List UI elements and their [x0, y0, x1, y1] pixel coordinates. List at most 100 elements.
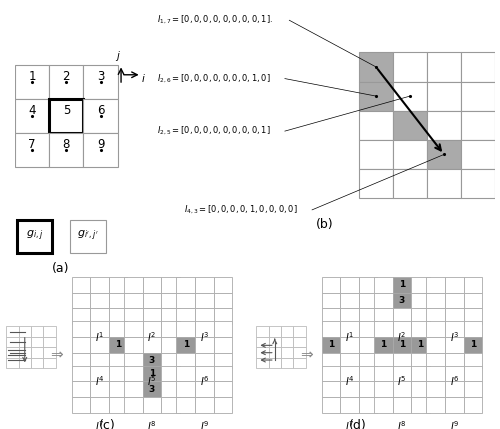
- Bar: [427, 169, 461, 198]
- Text: $I^3$: $I^3$: [450, 330, 459, 344]
- Bar: [256, 347, 268, 358]
- Text: $I^6$: $I^6$: [200, 375, 209, 388]
- Bar: [461, 111, 495, 140]
- Text: 1: 1: [328, 340, 334, 349]
- Bar: [72, 277, 90, 293]
- Text: $I^2$: $I^2$: [398, 330, 406, 344]
- Bar: [214, 321, 232, 337]
- Bar: [90, 366, 109, 381]
- Bar: [359, 82, 393, 111]
- Text: $g_{i',j'}$: $g_{i',j'}$: [78, 229, 99, 243]
- Bar: [195, 353, 214, 369]
- Bar: [90, 381, 109, 397]
- Bar: [461, 82, 495, 111]
- Bar: [109, 397, 128, 413]
- Bar: [44, 337, 56, 347]
- Bar: [90, 321, 109, 337]
- Text: 3: 3: [149, 385, 155, 394]
- Bar: [322, 353, 340, 369]
- Bar: [124, 308, 142, 324]
- Text: $I^7$: $I^7$: [95, 419, 104, 429]
- Bar: [214, 277, 232, 293]
- Bar: [268, 358, 281, 369]
- Bar: [359, 337, 378, 353]
- Bar: [374, 337, 392, 353]
- Bar: [426, 337, 445, 353]
- Bar: [393, 140, 427, 169]
- Bar: [90, 277, 109, 293]
- Bar: [70, 220, 106, 253]
- Text: $I^6$: $I^6$: [450, 375, 459, 388]
- Text: $I^7$: $I^7$: [345, 419, 354, 429]
- Text: $I^8$: $I^8$: [147, 419, 156, 429]
- Bar: [281, 337, 293, 347]
- Bar: [72, 337, 90, 353]
- Text: 6: 6: [97, 104, 104, 117]
- Bar: [340, 321, 359, 337]
- Bar: [72, 381, 90, 397]
- Bar: [340, 277, 359, 293]
- Bar: [84, 64, 117, 99]
- Bar: [90, 293, 109, 308]
- Bar: [464, 381, 482, 397]
- Bar: [445, 293, 464, 308]
- Text: $\Rightarrow$: $\Rightarrow$: [48, 345, 64, 360]
- Bar: [426, 321, 445, 337]
- Bar: [294, 358, 306, 369]
- Bar: [31, 337, 44, 347]
- Bar: [411, 366, 430, 381]
- Bar: [374, 366, 392, 381]
- Bar: [142, 366, 161, 381]
- Bar: [426, 381, 445, 397]
- Bar: [195, 321, 214, 337]
- Bar: [84, 99, 117, 133]
- Bar: [322, 397, 340, 413]
- Bar: [15, 99, 49, 133]
- Bar: [281, 358, 293, 369]
- Bar: [359, 277, 378, 293]
- Bar: [6, 337, 18, 347]
- Bar: [31, 347, 44, 358]
- Bar: [214, 293, 232, 308]
- Bar: [294, 337, 306, 347]
- Bar: [18, 358, 31, 369]
- Bar: [374, 308, 392, 324]
- Bar: [411, 381, 430, 397]
- Bar: [322, 381, 340, 397]
- Bar: [392, 337, 411, 353]
- Bar: [176, 353, 195, 369]
- Bar: [294, 347, 306, 358]
- Bar: [445, 366, 464, 381]
- Bar: [411, 277, 430, 293]
- Text: $I^2$: $I^2$: [148, 330, 156, 344]
- Bar: [411, 397, 430, 413]
- Text: $I^4$: $I^4$: [344, 375, 354, 388]
- Bar: [426, 308, 445, 324]
- Bar: [445, 308, 464, 324]
- Bar: [44, 358, 56, 369]
- Text: (a): (a): [52, 262, 69, 275]
- Bar: [124, 277, 142, 293]
- Text: 1: 1: [149, 369, 155, 378]
- Text: 4: 4: [28, 104, 36, 117]
- Bar: [109, 337, 128, 353]
- Bar: [340, 397, 359, 413]
- Bar: [426, 277, 445, 293]
- Bar: [340, 337, 359, 353]
- Bar: [427, 111, 461, 140]
- Bar: [195, 308, 214, 324]
- Text: $I^9$: $I^9$: [200, 419, 209, 429]
- Text: 1: 1: [182, 340, 189, 349]
- Text: $I^9$: $I^9$: [450, 419, 459, 429]
- Bar: [392, 321, 411, 337]
- Bar: [84, 133, 117, 167]
- Bar: [109, 308, 128, 324]
- Text: $I_{1,7}=[0,0,0,0,0,0,0,0,1].$: $I_{1,7}=[0,0,0,0,0,0,0,0,1].$: [156, 14, 272, 26]
- Text: $g_{i,j}$: $g_{i,j}$: [26, 229, 43, 243]
- Bar: [340, 293, 359, 308]
- Text: $I_{4,3}=[0,0,0,0,1,0,0,0,0]$: $I_{4,3}=[0,0,0,0,1,0,0,0,0]$: [184, 204, 298, 216]
- Bar: [142, 337, 161, 353]
- Bar: [359, 293, 378, 308]
- Bar: [109, 353, 128, 369]
- Bar: [464, 308, 482, 324]
